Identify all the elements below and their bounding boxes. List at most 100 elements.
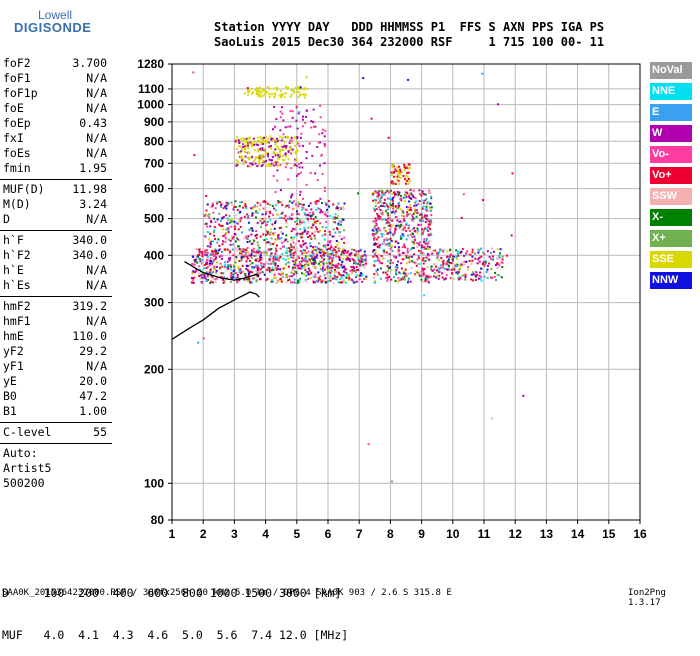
echo-point [426,266,429,269]
echo-point [261,88,264,91]
echo-point [383,205,386,208]
echo-point [192,278,195,281]
echo-point [293,228,296,231]
echo-point [427,276,430,279]
echo-point [227,238,230,241]
echo-point [298,267,301,270]
param-name: C-level [3,425,52,439]
echo-point [382,205,385,208]
echo-point [305,251,308,254]
param-row-foe: foE N/A [0,101,112,116]
echo-point [241,200,244,203]
echo-point [226,204,229,207]
echo-point [220,257,223,260]
x-tick-label: 2 [200,527,207,541]
echo-point [317,247,320,250]
echo-point [235,163,238,166]
echo-point [219,219,222,222]
echo-point [205,251,208,254]
echo-point [243,147,246,150]
echo-point [248,156,251,159]
echo-point [465,252,468,255]
echo-point [378,198,381,201]
echo-point [286,125,289,128]
echo-point [278,216,281,219]
echo-point [263,89,266,92]
echo-point [307,273,310,276]
echo-point [210,280,213,283]
echo-point [249,280,252,283]
y-tick-label: 600 [144,182,164,196]
echo-point [212,253,215,256]
echo-point [250,207,253,210]
echo-point [446,255,449,258]
echo-point [400,171,403,174]
param-value: N/A [86,263,107,277]
echo-point [259,271,262,274]
echo-point [276,169,279,172]
echo-point [276,258,279,261]
echo-point [229,250,232,253]
echo-point [223,248,226,251]
echo-point [208,238,211,241]
echo-point [395,224,398,227]
echo-point [304,260,307,263]
echo-point [206,251,209,254]
echo-point [211,281,214,284]
echo-point [390,239,393,242]
echo-point [411,260,414,263]
echo-point [254,156,257,159]
echo-point [381,212,384,215]
echo-point [272,255,275,258]
echo-point [371,234,374,237]
echo-point [494,264,497,267]
echo-point [378,218,381,221]
echo-point [334,221,337,224]
echo-point [236,274,239,277]
echo-point [478,249,481,252]
echo-point [234,276,237,279]
echo-point [210,221,213,224]
echo-point [418,189,421,192]
echo-point [301,250,304,253]
echo-point [455,255,458,258]
echo-point [324,230,327,233]
echo-point [496,248,499,251]
echo-point [195,268,198,271]
echo-point [279,277,282,280]
echo-point [307,226,310,229]
echo-point [234,214,237,217]
echo-point [192,281,195,284]
echo-point [412,189,415,192]
echo-point [312,275,315,278]
param-name: foF1p [3,86,38,100]
echo-point [381,242,384,245]
echo-point [230,220,233,223]
echo-point [229,264,232,267]
echo-point [229,256,232,259]
echo-point [288,275,291,278]
echo-point [493,250,496,253]
echo-point [328,252,331,255]
echo-point [296,217,299,220]
echo-point [274,162,277,165]
echo-point [398,271,401,274]
echo-point [482,261,485,264]
echo-point [211,202,214,205]
echo-point [299,136,302,139]
echo-point [427,223,430,226]
echo-point [340,276,343,279]
echo-point [298,277,301,280]
echo-point [314,201,317,204]
echo-point [353,269,356,272]
echo-point [337,209,340,212]
x-tick-label: 10 [446,527,460,541]
echo-point [263,273,266,276]
echo-point [377,259,380,262]
echo-point [243,159,246,162]
echo-point [402,225,405,228]
echo-point [387,224,390,227]
echo-point [267,231,270,234]
param-row-d: D N/A [0,212,112,227]
echo-point [360,274,363,277]
